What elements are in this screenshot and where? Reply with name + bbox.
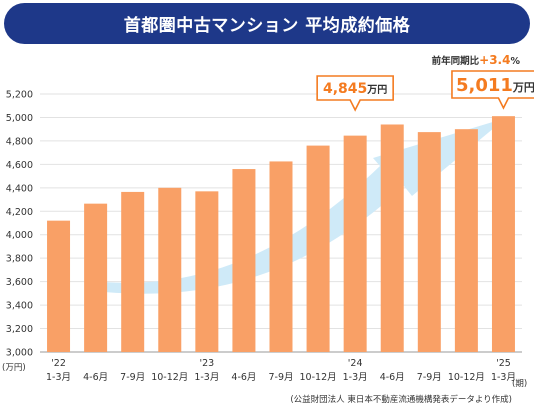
x-tick-label: 1-3月 xyxy=(194,372,219,383)
x-tick-label: 1-3月 xyxy=(46,372,71,383)
bar xyxy=(84,203,108,352)
y-tick-label: 3,400 xyxy=(6,301,33,312)
chart-title: 首都圏中古マンション 平均成約価格 xyxy=(4,3,530,44)
x-year-label: '23 xyxy=(199,358,214,369)
bars xyxy=(47,116,515,352)
yoy-unit: % xyxy=(510,56,520,67)
y-tick-label: 5,200 xyxy=(6,90,33,101)
bar xyxy=(232,169,256,352)
y-tick-label: 5,000 xyxy=(6,113,33,124)
x-year-label: '22 xyxy=(51,358,66,369)
x-tick-label: 1-3月 xyxy=(343,372,368,383)
y-axis-unit: (万円) xyxy=(2,363,26,373)
x-axis-unit: (期) xyxy=(512,379,527,389)
source-note: (公益財団法人 東日本不動産流通機構発表データより作成) xyxy=(290,394,512,405)
y-tick-label: 3,600 xyxy=(6,277,33,288)
bar xyxy=(47,220,71,352)
trend-arrow xyxy=(104,118,506,294)
yoy-value: +3.4 xyxy=(479,53,510,67)
value-callouts: 4,845万円 5,011万円 xyxy=(316,70,534,112)
bar xyxy=(343,135,367,352)
x-tick-label: 10-12月 xyxy=(300,372,337,383)
bar xyxy=(417,132,441,352)
callout-box xyxy=(316,75,394,112)
bar xyxy=(158,187,182,352)
bar xyxy=(491,116,515,352)
bar xyxy=(454,129,478,352)
y-tick-label: 4,200 xyxy=(6,207,33,218)
y-tick-label: 3,200 xyxy=(6,324,33,335)
yoy-change: 前年同期比+3.4% xyxy=(432,53,521,67)
callout-text: 4,845万円 xyxy=(323,81,387,97)
x-axis-categories: '22 1-3月 4-6月 7-9月 10-12月 '23 1-3月 4-6月 7-9月 10-1… xyxy=(46,358,516,383)
bar xyxy=(269,161,293,352)
x-tick-label: 1-3月 xyxy=(491,372,516,383)
x-tick-label: 7-9月 xyxy=(120,372,145,383)
y-tick-label: 4,600 xyxy=(6,160,33,171)
bar xyxy=(121,191,145,352)
x-tick-label: 7-9月 xyxy=(268,372,293,383)
x-tick-label: 7-9月 xyxy=(417,372,442,383)
x-tick-label: 4-6月 xyxy=(83,372,108,383)
bar xyxy=(380,124,404,352)
callout-box xyxy=(451,70,534,110)
y-tick-label: 4,000 xyxy=(6,230,33,241)
x-tick-label: 10-12月 xyxy=(151,372,188,383)
y-axis-ticks: 3,000 3,200 3,400 3,600 3,800 4,000 4,200 4,400… xyxy=(6,90,33,359)
x-tick-label: 4-6月 xyxy=(380,372,405,383)
callout-unit: 万円 xyxy=(512,81,534,94)
y-tick-label: 4,800 xyxy=(6,136,33,147)
yoy-label: 前年同期比 xyxy=(432,55,480,67)
x-tick-label: 10-12月 xyxy=(448,372,485,383)
bar xyxy=(306,145,330,352)
callout-value: 4,845 xyxy=(323,81,367,97)
x-tick-label: 4-6月 xyxy=(231,372,256,383)
yoy-text: 前年同期比+3.4% xyxy=(432,53,521,67)
y-tick-label: 3,800 xyxy=(6,254,33,265)
x-year-label: '25 xyxy=(496,358,511,369)
y-tick-label: 4,400 xyxy=(6,183,33,194)
callout-unit: 万円 xyxy=(366,84,387,96)
callout-value: 5,011 xyxy=(456,75,513,96)
y-tick-label: 3,000 xyxy=(6,348,33,359)
callout-text: 5,011万円 xyxy=(456,75,534,96)
x-year-label: '24 xyxy=(348,358,363,369)
bar xyxy=(195,191,219,352)
